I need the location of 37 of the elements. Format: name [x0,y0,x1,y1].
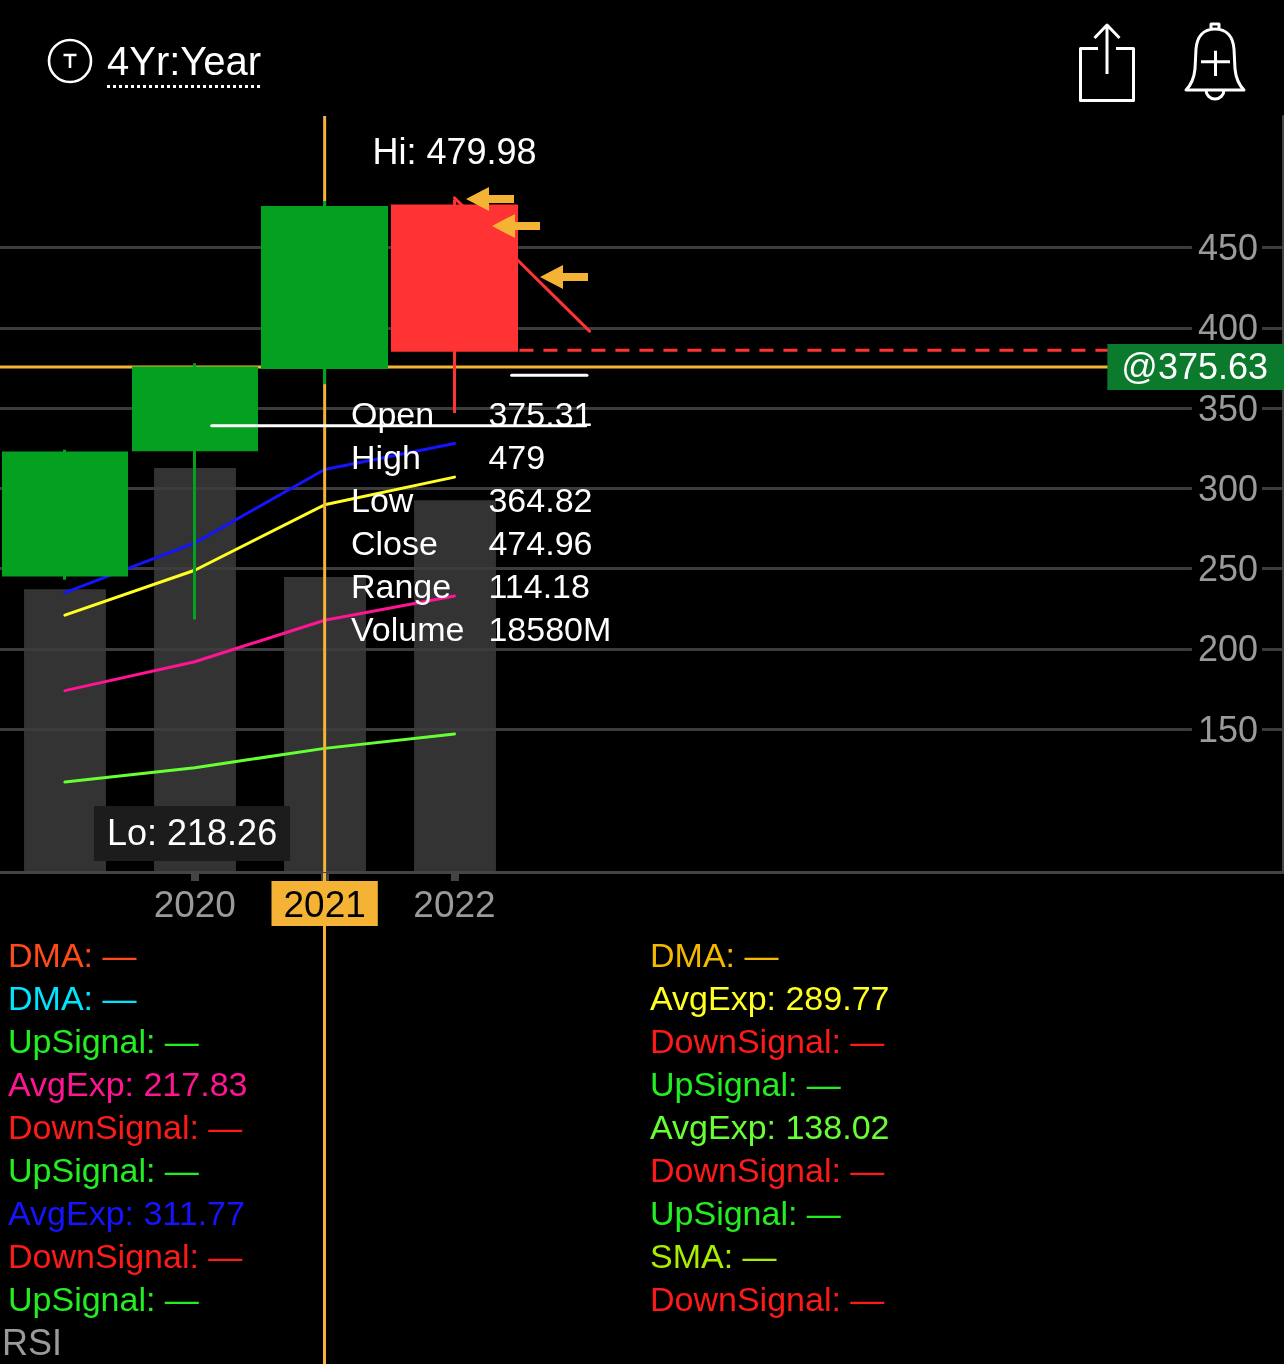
chart-title: 4Yr:Year [107,39,262,83]
y-tick-label: 250 [1197,548,1258,590]
annotation: Hi: 479.98 [372,131,537,173]
legend-label: DownSignal: — [8,1108,243,1146]
text: Close 474.96 [351,524,593,562]
text: AvgExp: 289.77 [650,979,890,1017]
legend-label: SMA: — [650,1237,777,1275]
legend-label: DownSignal: — [650,1151,885,1189]
annotation: Lo: 218.26 [107,812,278,853]
ref-line-label: @375.63 [1121,346,1268,388]
legend-label: UpSignal: — [8,1022,199,1060]
text: RSI [2,1321,63,1363]
legend-label: UpSignal: — [650,1065,841,1103]
x-tick-label: 2021 [283,884,366,925]
x-tick-label: 2022 [413,884,496,925]
text: AvgExp: 311.77 [8,1194,245,1232]
legend-label: DownSignal: — [650,1022,885,1060]
legend-label: DMA: — [8,936,137,974]
x-tick-label: 2020 [153,884,236,925]
annotation: Volume 18580M [351,610,612,648]
y-tick-label: 300 [1197,467,1258,509]
legend-label: DownSignal: — [650,1280,885,1318]
y-tick-label: 400 [1197,307,1258,349]
text: AvgExp: 138.02 [650,1108,890,1146]
text: Low 364.82 [351,481,593,519]
annotation: Range 114.18 [351,567,590,605]
y-tick-label: 200 [1197,628,1258,670]
legend-label: UpSignal: — [8,1151,199,1189]
legend-label: DownSignal: — [8,1237,243,1275]
y-tick-label: 450 [1197,227,1258,269]
legend-label: DMA: — [8,979,137,1017]
legend-label: UpSignal: — [8,1280,199,1318]
y-tick-label: 350 [1197,387,1258,429]
legend-label: UpSignal: — [650,1194,841,1232]
legend-label: DMA: — [650,936,779,974]
y-tick-label: 150 [1197,708,1258,750]
text: AvgExp: 217.83 [8,1065,248,1103]
